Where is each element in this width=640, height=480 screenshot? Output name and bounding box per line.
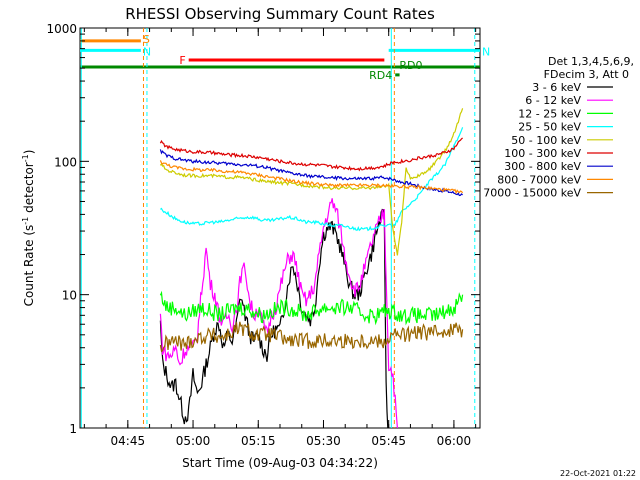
plot-frame [79, 27, 481, 429]
series-line [159, 108, 464, 256]
legend-label: 25 - 50 keV [518, 121, 581, 134]
flag-label: RD4 [369, 69, 392, 82]
legend-header-2: FDecim 3, Att 0 [544, 68, 629, 81]
y-axis-label-main: Count Rate (s [22, 225, 36, 307]
y-tick-label: 100 [54, 155, 77, 169]
flag-label: N [143, 45, 151, 58]
x-tick-label: 05:15 [241, 434, 276, 448]
series-lines [159, 108, 464, 429]
vertical-markers [80, 28, 476, 428]
y-tick-label: 1000 [46, 22, 77, 36]
series-line [159, 149, 463, 197]
legend-label: 6 - 12 keV [525, 94, 581, 107]
y-axis-label: Count Rate (s-1 detector-1) [21, 150, 36, 307]
flag-label: RD0 [399, 59, 422, 72]
x-tick-label: 06:00 [437, 434, 472, 448]
flag-label: N [482, 45, 490, 58]
series-line [159, 137, 464, 172]
legend: Det 1,3,4,5,6,9, FDecim 3, Att 0 3 - 6 k… [483, 55, 634, 200]
flag-label: F [179, 54, 185, 67]
chart-title: RHESSI Observing Summary Count Rates [125, 5, 435, 23]
y-axis-label-sup1: -1 [21, 217, 30, 225]
y-tick-label: 10 [62, 289, 77, 303]
series-line [159, 160, 464, 195]
y-axis-ticks: 1 10 100 1000 [46, 22, 480, 436]
legend-label: 800 - 7000 keV [497, 173, 581, 186]
x-tick-label: 04:45 [111, 434, 146, 448]
series-line [159, 321, 464, 353]
y-axis-label-sup2: -1 [21, 154, 30, 162]
timestamp: 22-Oct-2021 01:22 [560, 469, 636, 478]
y-axis-label-mid: detector [22, 162, 36, 217]
y-tick-label: 1 [69, 422, 77, 436]
x-tick-label: 05:30 [306, 434, 341, 448]
x-tick-label: 05:45 [371, 434, 406, 448]
series-line [159, 290, 464, 326]
legend-header-1: Det 1,3,4,5,6,9, [548, 55, 634, 68]
flag-label: S [143, 33, 150, 46]
legend-label: 3 - 6 keV [532, 81, 581, 94]
legend-label: 300 - 800 keV [504, 160, 581, 173]
legend-label: 7000 - 15000 keV [483, 187, 581, 200]
x-axis-label: Start Time (09-Aug-03 04:34:22) [182, 456, 378, 470]
legend-label: 12 - 25 keV [518, 107, 581, 120]
legend-label: 100 - 300 keV [504, 147, 581, 160]
x-tick-label: 05:00 [176, 434, 211, 448]
legend-label: 50 - 100 keV [511, 134, 581, 147]
x-axis-ticks: 04:45 05:00 05:15 05:30 05:45 06:00 [83, 28, 477, 448]
series-line [160, 127, 464, 232]
y-axis-label-end: ) [22, 150, 36, 155]
